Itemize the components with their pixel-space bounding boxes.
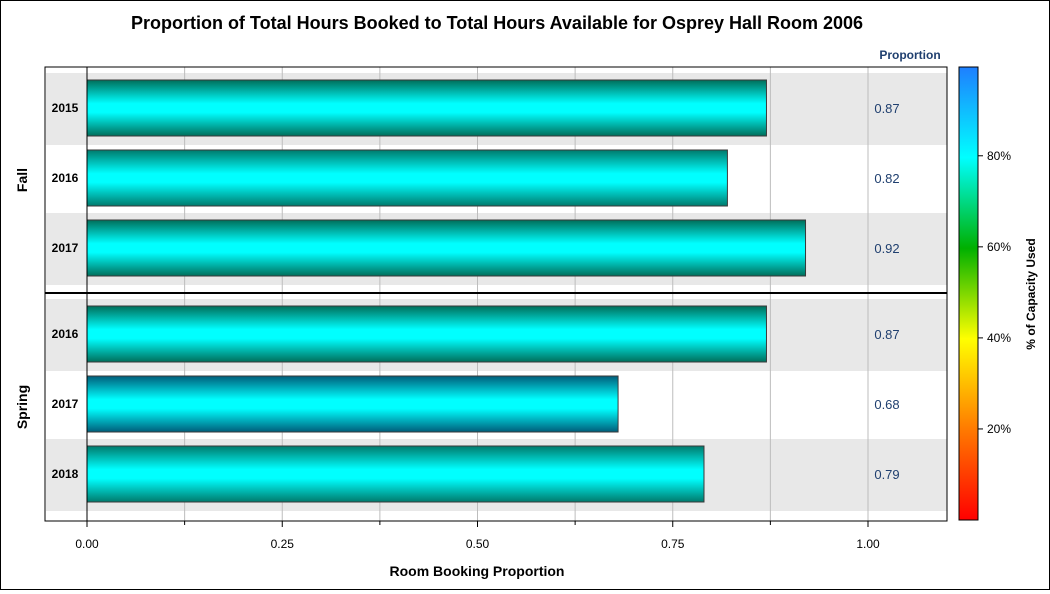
x-tick-label: 0.25 — [271, 537, 295, 551]
category-label: 2016 — [52, 327, 79, 341]
data-label: 0.82 — [874, 171, 899, 186]
colorbar-tick-label: 80% — [987, 149, 1011, 163]
group-label: Spring — [14, 385, 30, 429]
bar — [86, 219, 807, 277]
color-legend: 20% 40% 60% 80% % of Capacity Used — [958, 66, 1038, 521]
colorbar-ramp — [958, 66, 979, 521]
bar — [86, 375, 619, 433]
bar — [86, 79, 767, 137]
colorbar-tick-label: 20% — [987, 422, 1011, 436]
data-label: 0.68 — [874, 397, 899, 412]
plot-area: 2015 0.87 2016 0.82 2017 0.92 Fall 2016 0.87 2017… — [14, 66, 948, 551]
bar — [86, 305, 767, 363]
data-label: 0.79 — [874, 467, 899, 482]
colorbar-title: % of Capacity Used — [1024, 238, 1038, 349]
chart-title: Proportion of Total Hours Booked to Tota… — [131, 13, 863, 33]
x-tick-label: 0.75 — [661, 537, 685, 551]
group-label: Fall — [14, 168, 30, 192]
colorbar-tick-label: 40% — [987, 331, 1011, 345]
category-label: 2015 — [52, 101, 79, 115]
x-axis-title: Room Booking Proportion — [390, 563, 565, 579]
category-label: 2017 — [52, 241, 79, 255]
data-label: 0.87 — [874, 327, 899, 342]
data-label: 0.92 — [874, 241, 899, 256]
bar — [86, 445, 705, 503]
category-label: 2017 — [52, 397, 79, 411]
value-column-header: Proportion — [879, 48, 940, 62]
data-label: 0.87 — [874, 101, 899, 116]
category-label: 2016 — [52, 171, 79, 185]
category-label: 2018 — [52, 467, 79, 481]
colorbar-tick-label: 60% — [987, 240, 1011, 254]
bar — [86, 149, 728, 207]
x-tick-label: 0.00 — [75, 537, 99, 551]
x-tick-label: 1.00 — [856, 537, 880, 551]
x-tick-label: 0.50 — [466, 537, 490, 551]
